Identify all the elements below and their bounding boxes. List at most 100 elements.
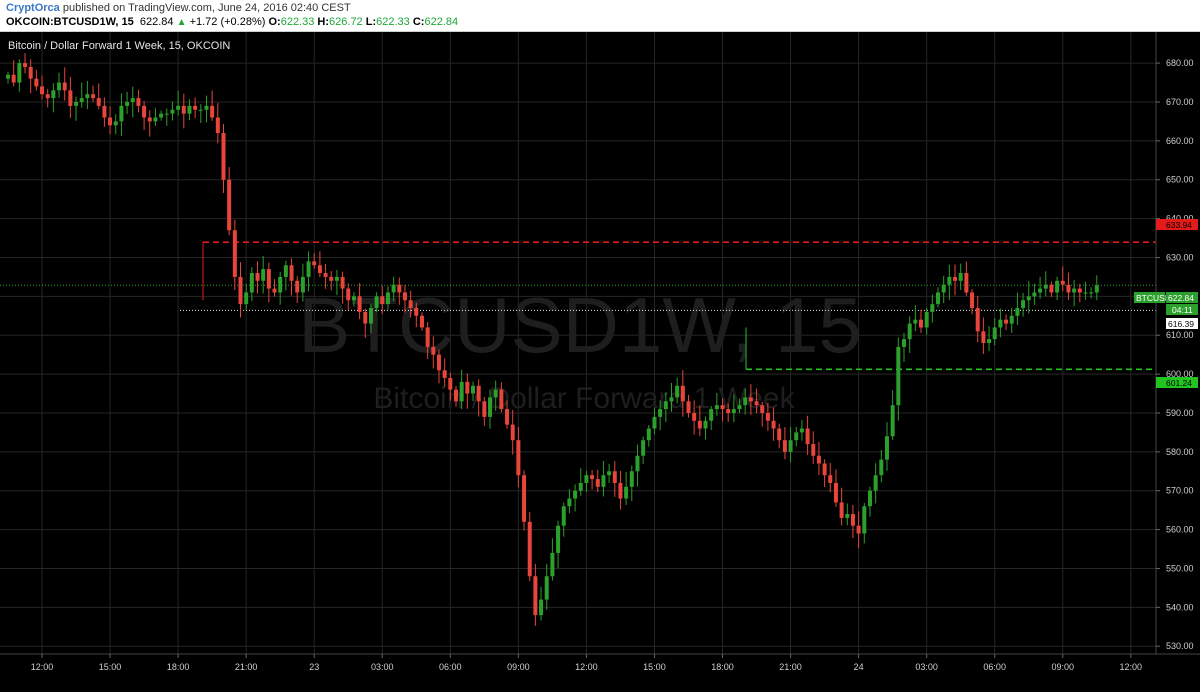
candle-body[interactable] bbox=[970, 292, 975, 309]
price-axis[interactable]: 680.00670.00660.00650.00640.00630.00620.… bbox=[1156, 58, 1194, 651]
candle-body[interactable] bbox=[448, 377, 453, 390]
candle-body[interactable] bbox=[419, 315, 424, 328]
candle-body[interactable] bbox=[867, 490, 872, 507]
candle-body[interactable] bbox=[488, 397, 493, 417]
candle-body[interactable] bbox=[561, 506, 566, 526]
candle-body[interactable] bbox=[476, 385, 481, 402]
candle-body[interactable] bbox=[714, 405, 719, 410]
candle-body[interactable] bbox=[510, 424, 515, 441]
candle-body[interactable] bbox=[516, 440, 521, 476]
candle-body[interactable] bbox=[539, 599, 544, 616]
candle-body[interactable] bbox=[1032, 292, 1037, 297]
horizontal-levels[interactable] bbox=[0, 241, 1156, 371]
candle-body[interactable] bbox=[266, 269, 271, 289]
candle-body[interactable] bbox=[697, 420, 702, 429]
candle-body[interactable] bbox=[992, 327, 997, 340]
candle-body[interactable] bbox=[198, 109, 203, 111]
candle-body[interactable] bbox=[17, 63, 22, 83]
candle-body[interactable] bbox=[1089, 292, 1094, 294]
candle-body[interactable] bbox=[431, 346, 436, 355]
candle-body[interactable] bbox=[601, 475, 606, 487]
price-chart[interactable]: BTCUSD1W, 15 Bitcoin / Dollar Forward 1 … bbox=[0, 32, 1200, 692]
candle-body[interactable] bbox=[731, 409, 736, 413]
candle-body[interactable] bbox=[312, 261, 317, 266]
candle-body[interactable] bbox=[760, 405, 765, 413]
candle-body[interactable] bbox=[658, 409, 663, 417]
candle-body[interactable] bbox=[414, 308, 419, 316]
candle-body[interactable] bbox=[720, 405, 725, 410]
candle-body[interactable] bbox=[833, 482, 838, 503]
candle-body[interactable] bbox=[227, 179, 232, 231]
candle-body[interactable] bbox=[278, 276, 283, 293]
candle-body[interactable] bbox=[936, 292, 941, 305]
candle-body[interactable] bbox=[391, 284, 396, 293]
candle-body[interactable] bbox=[595, 479, 600, 487]
candle-body[interactable] bbox=[130, 98, 135, 102]
candle-body[interactable] bbox=[924, 311, 929, 328]
candle-body[interactable] bbox=[692, 412, 697, 421]
candle-body[interactable] bbox=[136, 98, 141, 106]
candle-body[interactable] bbox=[57, 82, 62, 91]
candle-body[interactable] bbox=[442, 370, 447, 378]
candle-body[interactable] bbox=[249, 273, 254, 293]
candle-body[interactable] bbox=[754, 401, 759, 406]
candle-body[interactable] bbox=[96, 98, 101, 106]
candle-body[interactable] bbox=[828, 475, 833, 483]
candle-body[interactable] bbox=[777, 428, 782, 441]
candle-body[interactable] bbox=[153, 117, 158, 122]
candle-body[interactable] bbox=[544, 576, 549, 600]
candle-body[interactable] bbox=[159, 113, 164, 118]
candle-body[interactable] bbox=[363, 311, 368, 324]
candle-body[interactable] bbox=[91, 94, 96, 99]
candle-body[interactable] bbox=[958, 273, 963, 281]
candle-body[interactable] bbox=[397, 284, 402, 293]
candle-body[interactable] bbox=[1060, 280, 1065, 285]
candle-body[interactable] bbox=[85, 94, 90, 99]
candle-body[interactable] bbox=[62, 82, 67, 91]
candle-body[interactable] bbox=[584, 475, 589, 483]
candle-body[interactable] bbox=[805, 428, 810, 445]
candle-body[interactable] bbox=[1004, 319, 1009, 324]
candle-body[interactable] bbox=[334, 276, 339, 281]
candle-body[interactable] bbox=[385, 292, 390, 305]
candle-body[interactable] bbox=[726, 409, 731, 413]
candle-body[interactable] bbox=[607, 471, 612, 476]
candle-body[interactable] bbox=[839, 502, 844, 518]
candle-body[interactable] bbox=[6, 74, 10, 79]
candle-body[interactable] bbox=[550, 552, 555, 577]
candle-body[interactable] bbox=[1066, 284, 1071, 293]
candle-body[interactable] bbox=[850, 514, 855, 526]
candle-body[interactable] bbox=[40, 86, 45, 95]
candle-body[interactable] bbox=[108, 117, 113, 126]
candle-body[interactable] bbox=[176, 105, 181, 110]
candle-body[interactable] bbox=[646, 428, 651, 441]
candle-body[interactable] bbox=[919, 319, 924, 328]
candle-body[interactable] bbox=[340, 276, 345, 289]
candle-body[interactable] bbox=[1055, 280, 1060, 293]
candle-body[interactable] bbox=[896, 346, 901, 406]
candle-body[interactable] bbox=[465, 381, 470, 394]
time-axis[interactable]: 12:00 15:00 18:00 21:00 23 03:00 06:00 09:00 12:… bbox=[31, 654, 1142, 672]
candle-body[interactable] bbox=[1026, 296, 1031, 301]
candle-body[interactable] bbox=[368, 308, 373, 324]
candle-body[interactable] bbox=[329, 276, 334, 281]
candle-body[interactable] bbox=[612, 471, 617, 483]
candle-body[interactable] bbox=[45, 94, 50, 99]
candle-body[interactable] bbox=[879, 459, 884, 476]
candle-body[interactable] bbox=[901, 339, 906, 347]
candle-body[interactable] bbox=[522, 475, 527, 522]
candle-body[interactable] bbox=[505, 409, 510, 425]
candle-body[interactable] bbox=[1009, 315, 1014, 324]
candle-body[interactable] bbox=[215, 117, 220, 134]
candle-body[interactable] bbox=[317, 265, 322, 274]
candle-body[interactable] bbox=[79, 98, 84, 102]
candle-body[interactable] bbox=[28, 66, 33, 79]
candle-body[interactable] bbox=[816, 455, 821, 464]
candle-body[interactable] bbox=[930, 304, 935, 312]
candle-body[interactable] bbox=[743, 397, 748, 406]
candle-body[interactable] bbox=[771, 420, 776, 429]
candle-body[interactable] bbox=[300, 276, 305, 293]
candle-body[interactable] bbox=[499, 389, 504, 410]
candle-body[interactable] bbox=[459, 381, 464, 402]
candle-body[interactable] bbox=[402, 292, 407, 301]
